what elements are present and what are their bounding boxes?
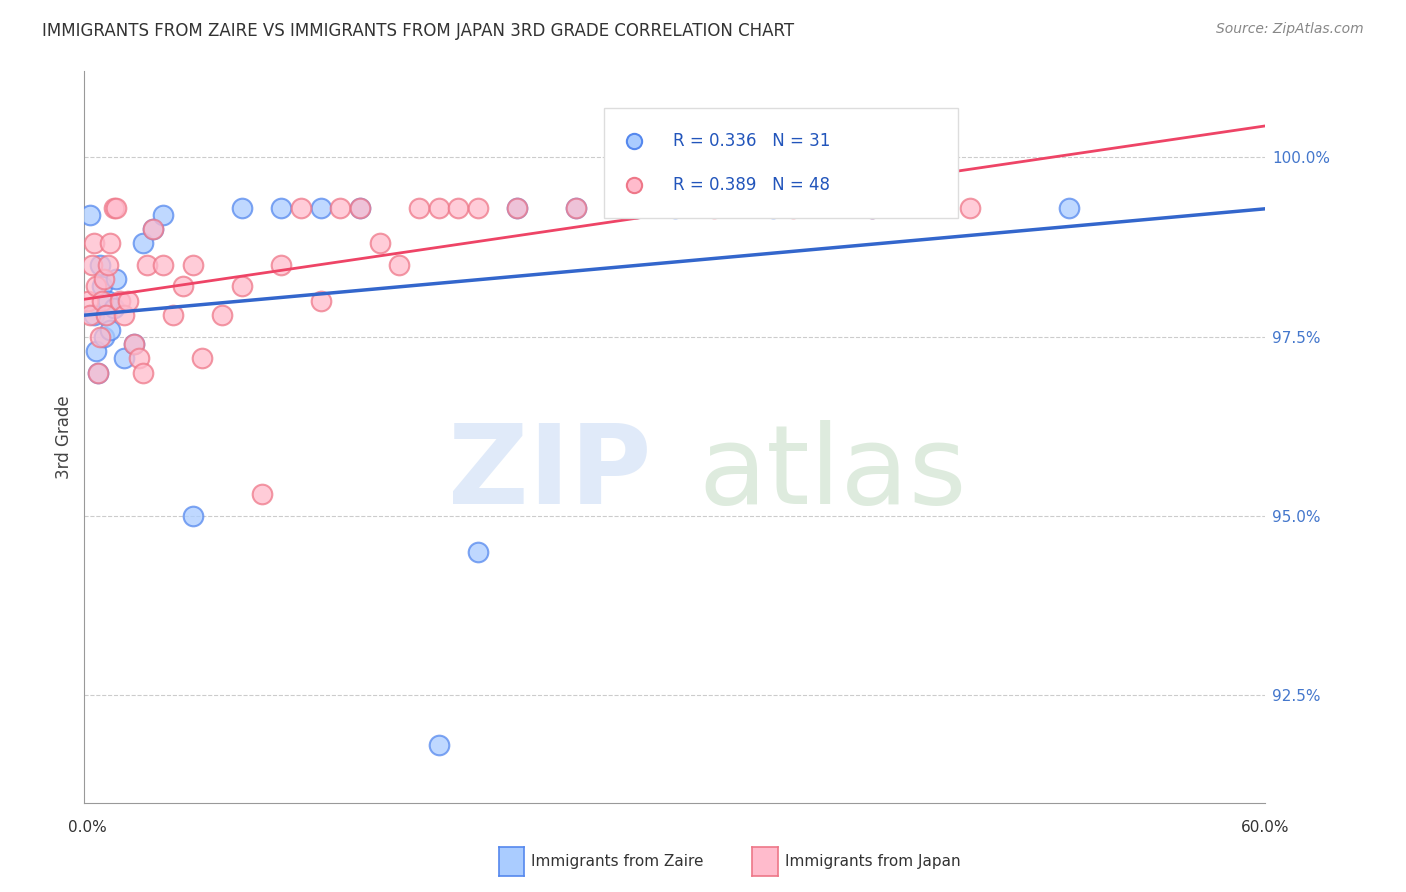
Point	[89, 258, 111, 272]
Point	[427, 201, 450, 215]
Point	[191, 351, 214, 366]
Point	[762, 201, 785, 215]
Point	[94, 308, 117, 322]
Point	[93, 329, 115, 343]
Point	[959, 201, 981, 215]
Point	[172, 279, 194, 293]
Point	[128, 351, 150, 366]
Text: 0.0%: 0.0%	[67, 821, 107, 835]
Text: Immigrants from Japan: Immigrants from Japan	[785, 855, 960, 869]
Point	[97, 258, 120, 272]
Point	[87, 366, 110, 380]
Point	[103, 201, 125, 215]
Point	[84, 344, 107, 359]
Point	[368, 236, 391, 251]
Text: Source: ZipAtlas.com: Source: ZipAtlas.com	[1216, 22, 1364, 37]
Point	[270, 258, 292, 272]
Point	[162, 308, 184, 322]
Point	[83, 308, 105, 322]
Point	[79, 308, 101, 322]
Point	[231, 279, 253, 293]
Point	[82, 258, 104, 272]
Point	[98, 322, 121, 336]
Point	[565, 201, 588, 215]
Text: Immigrants from Zaire: Immigrants from Zaire	[531, 855, 704, 869]
Point	[142, 222, 165, 236]
Point	[211, 308, 233, 322]
Point	[290, 201, 312, 215]
Point	[112, 308, 135, 322]
Point	[1057, 201, 1080, 215]
Point	[83, 236, 105, 251]
Point	[94, 308, 117, 322]
Point	[104, 201, 127, 215]
Point	[270, 201, 292, 215]
Point	[860, 201, 883, 215]
Point	[349, 201, 371, 215]
Point	[309, 201, 332, 215]
Point	[467, 545, 489, 559]
Point	[408, 201, 430, 215]
Point	[79, 208, 101, 222]
Point	[506, 201, 529, 215]
Text: atlas: atlas	[699, 420, 967, 527]
Point	[565, 201, 588, 215]
Point	[91, 293, 114, 308]
Point	[91, 279, 114, 293]
Point	[117, 293, 139, 308]
Point	[132, 366, 155, 380]
Point	[132, 236, 155, 251]
Point	[87, 366, 110, 380]
Point	[103, 301, 125, 315]
Point	[122, 336, 145, 351]
Text: IMMIGRANTS FROM ZAIRE VS IMMIGRANTS FROM JAPAN 3RD GRADE CORRELATION CHART: IMMIGRANTS FROM ZAIRE VS IMMIGRANTS FROM…	[42, 22, 794, 40]
Point	[447, 201, 470, 215]
Point	[624, 201, 647, 215]
Point	[250, 487, 273, 501]
Point	[860, 201, 883, 215]
Point	[231, 201, 253, 215]
Point	[93, 272, 115, 286]
Point	[427, 739, 450, 753]
Text: ZIP: ZIP	[449, 420, 651, 527]
Text: R = 0.389   N = 48: R = 0.389 N = 48	[672, 176, 830, 194]
Point	[122, 336, 145, 351]
Point	[152, 208, 174, 222]
Point	[112, 351, 135, 366]
Point	[89, 329, 111, 343]
Point	[309, 293, 332, 308]
Point	[664, 201, 686, 215]
Point	[506, 201, 529, 215]
Point	[142, 222, 165, 236]
Point	[388, 258, 411, 272]
Point	[467, 201, 489, 215]
Point	[136, 258, 159, 272]
Point	[181, 258, 204, 272]
Point	[104, 272, 127, 286]
Point	[703, 201, 725, 215]
Point	[152, 258, 174, 272]
Point	[329, 201, 352, 215]
Text: 60.0%: 60.0%	[1241, 821, 1289, 835]
Point	[98, 236, 121, 251]
Point	[624, 201, 647, 215]
Point	[97, 293, 120, 308]
Point	[108, 293, 131, 308]
Point	[782, 201, 804, 215]
FancyBboxPatch shape	[605, 108, 959, 218]
Y-axis label: 3rd Grade: 3rd Grade	[55, 395, 73, 479]
Point	[77, 293, 100, 308]
Point	[181, 508, 204, 523]
Point	[84, 279, 107, 293]
Point	[349, 201, 371, 215]
Text: R = 0.336   N = 31: R = 0.336 N = 31	[672, 132, 830, 150]
